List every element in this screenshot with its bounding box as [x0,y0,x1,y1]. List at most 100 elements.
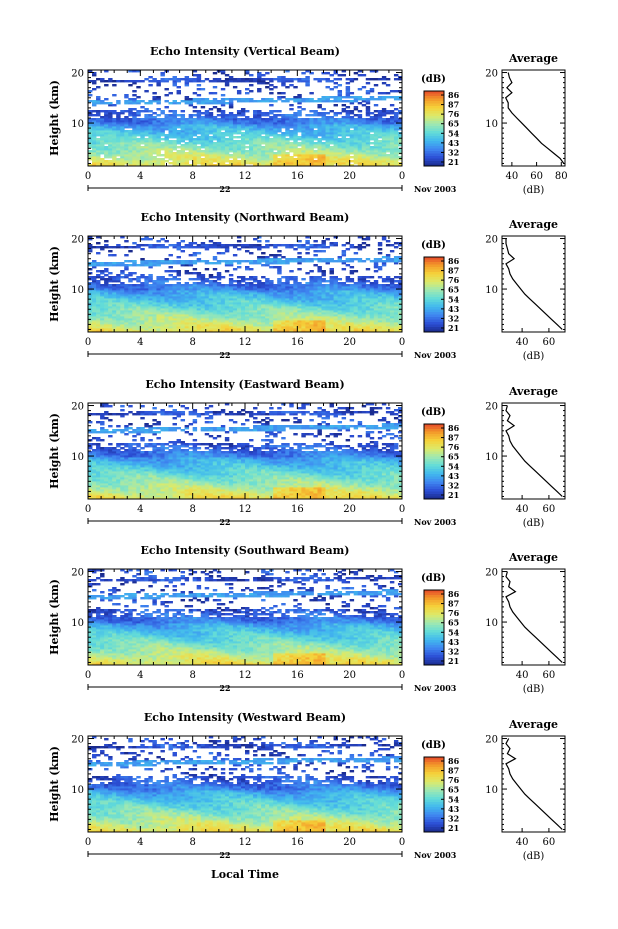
heatmap-cell [228,322,234,325]
heatmap-cell [397,300,403,303]
heatmap-cell [349,144,355,147]
heatmap-cell [289,130,294,133]
heatmap-cell [385,84,391,87]
heatmap-cell [317,146,322,149]
heatmap-cell [245,130,250,133]
heatmap-cell [297,298,302,301]
heatmap-cell [208,126,214,129]
heatmap-cell [180,284,186,287]
heatmap-cell [325,158,330,161]
heatmap-cell [116,100,121,103]
heatmap-cell [112,314,117,317]
heatmap-cell [236,304,242,307]
heatmap-cell [132,138,137,141]
heatmap-cell [261,146,266,149]
heatmap-cell [108,160,113,163]
heatmap-cell [273,298,278,301]
heatmap-cell [140,110,145,113]
heatmap-cell [245,132,250,135]
profile-x-tick-label: 80 [555,171,568,182]
heatmap-cell [96,142,101,145]
heatmap-cell [345,328,351,331]
heatmap-cell [148,328,153,331]
heatmap-cell [212,296,218,299]
heatmap-cell [289,156,294,159]
heatmap-cell [120,148,125,151]
heatmap-cell [265,278,270,281]
heatmap-cell [236,142,242,145]
heatmap-cell [265,82,270,85]
heatmap-cell [385,110,391,113]
heatmap-cell [349,322,355,325]
heatmap-cell [128,132,133,135]
heatmap-cell [357,146,363,149]
heatmap-cell [164,298,169,301]
heatmap-cell [373,98,379,101]
heatmap-cell [148,318,153,321]
heatmap-cell [128,308,133,311]
heatmap-cell [200,102,206,105]
heatmap-cell [172,82,177,85]
heatmap-cell [168,120,173,123]
heatmap-cell [228,104,234,107]
heatmap-cell [345,298,351,301]
heatmap-cell [273,124,278,127]
heatmap-cell [156,80,161,83]
heatmap-cell [228,142,234,145]
heatmap-cell [369,324,375,327]
colorbar-label: (dB) [421,74,446,85]
heatmap-cell [216,318,222,321]
heatmap-cell [188,80,194,83]
heatmap-cell [369,326,375,329]
heatmap-cell [112,276,117,279]
heatmap-cell [261,150,266,153]
heatmap-cell [224,326,230,329]
colorbar-cell [424,151,444,154]
heatmap-cell [228,76,234,79]
heatmap-cell [188,78,194,81]
x-tick-label: 0 [399,171,405,182]
heatmap-cell [357,120,363,123]
heatmap-cell [224,154,230,157]
heatmap-cell [188,124,194,127]
heatmap-cell [88,324,93,327]
heatmap-cell [281,142,286,145]
heatmap-cell [361,310,367,313]
heatmap-cell [204,314,210,317]
heatmap-cell [273,316,278,319]
heatmap-cell [277,76,282,79]
heatmap-cell [132,310,137,313]
heatmap-cell [128,318,133,321]
heatmap-cell [168,296,173,299]
heatmap-cell [357,144,363,147]
heatmap-cell [160,298,165,301]
heatmap-cell [160,74,165,77]
heatmap-cell [273,296,278,299]
heatmap-cell [393,116,399,119]
heatmap-cell [369,138,375,141]
heatmap-cell [309,142,314,145]
heatmap-cell [373,304,379,307]
heatmap-cell [385,310,391,313]
heatmap-cell [329,80,334,83]
heatmap-cell [96,102,101,105]
heatmap-cell [216,78,222,81]
heatmap-cell [192,78,198,81]
heatmap-cell [285,122,290,125]
heatmap-cell [321,316,326,319]
heatmap-cell [184,260,190,263]
heatmap-cell [373,312,379,315]
heatmap-cell [249,80,254,83]
heatmap-cell [140,312,145,315]
heatmap-cell [152,304,157,307]
heatmap-cell [168,124,173,127]
heatmap-cell [164,322,169,325]
heatmap-cell [116,300,121,303]
heatmap-cell [305,82,310,85]
heatmap-cell [309,160,314,163]
heatmap-cell [277,302,282,305]
heatmap-cell [124,284,129,287]
heatmap-cell [192,142,198,145]
heatmap-cell [112,148,117,151]
heatmap-cell [180,126,186,129]
